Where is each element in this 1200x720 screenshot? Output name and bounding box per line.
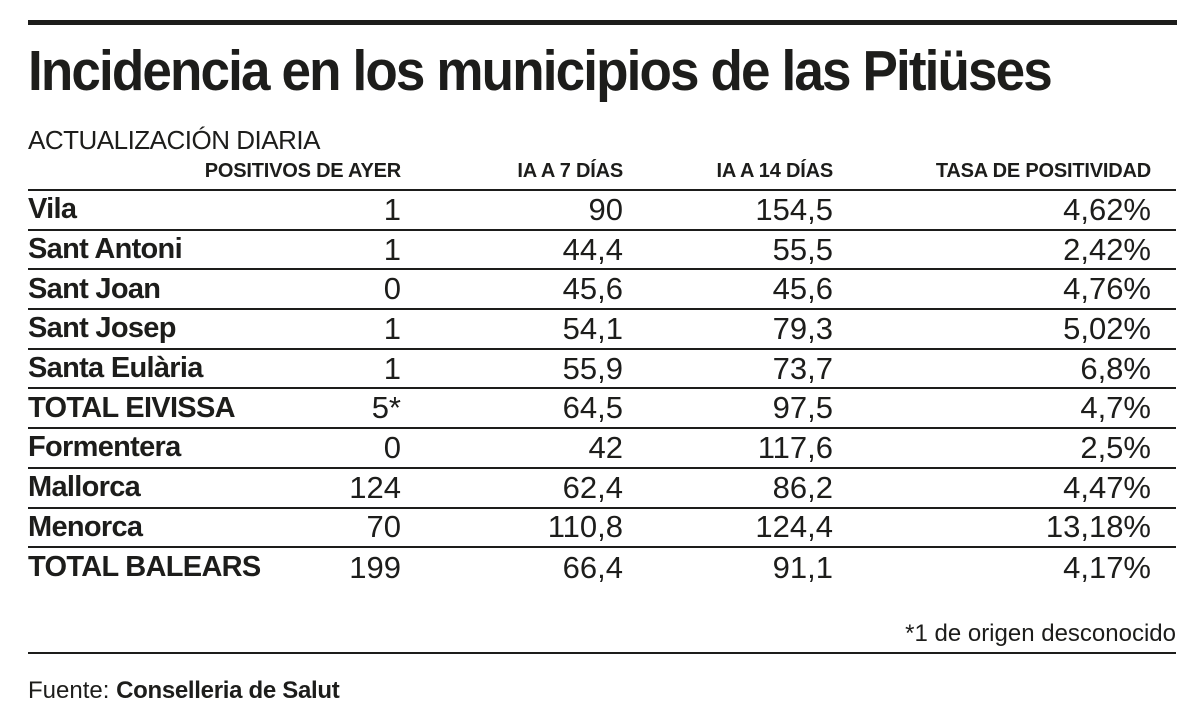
cell-col2: 44,4: [401, 229, 623, 271]
row-label: Santa Eulària: [28, 348, 203, 390]
cell-col4: 4,17%: [1063, 549, 1151, 585]
cell-col4: 2,42%: [833, 229, 1176, 271]
column-header-0: [28, 160, 178, 191]
cell-col1: 1: [178, 229, 401, 271]
cell-col3: 86,2: [623, 467, 833, 509]
incidence-table: POSITIVOS DE AYER IA A 7 DÍAS IA A 14 DÍAS…: [28, 160, 1176, 587]
table-row: Sant Antoni 1 44,4 55,5 2,42%: [28, 229, 1176, 271]
cell-col3: 97,5: [623, 388, 833, 430]
table-row-total: TOTAL EIVISSA 5* 64,5 97,5 4,7%: [28, 388, 1176, 430]
column-header-2: IA A 7 DÍAS: [401, 160, 623, 191]
cell-col4: 2,5%: [833, 428, 1176, 469]
cell-col1: 124: [178, 467, 401, 509]
table-header-row: POSITIVOS DE AYER IA A 7 DÍAS IA A 14 DÍAS…: [28, 160, 1176, 191]
page-subtitle: ACTUALIZACIÓN DIARIA: [28, 125, 320, 155]
row-label: Sant Antoni: [28, 229, 183, 271]
cell-col2: 110,8: [401, 507, 623, 549]
cell-col2: 66,4: [562, 549, 623, 585]
source-value: Conselleria de Salut: [116, 677, 340, 704]
page-title: Incidencia en los municipios de las Piti…: [28, 39, 1053, 103]
cell-col2: 90: [401, 190, 623, 231]
cell-col1: 0: [178, 269, 401, 311]
table-body: Vila 1 90 154,5 4,62% Sant Antoni 1 44,4 55,5 2,4…: [28, 190, 1176, 587]
row-label: Sant Josep: [28, 309, 178, 350]
bottom-divider: [28, 652, 1176, 654]
cell-col2: 54,1: [401, 309, 623, 350]
cell-col3: 124,4: [623, 507, 833, 549]
cell-col1: 0: [178, 428, 401, 469]
column-header-1: POSITIVOS DE AYER: [178, 160, 401, 191]
row-label: TOTAL BALEARS: [28, 551, 261, 584]
table-row: Formentera 0 42 117,6 2,5%: [28, 428, 1176, 469]
cell-col4: 4,62%: [833, 190, 1176, 231]
row-label: Vila: [28, 190, 178, 231]
table-row-total: TOTAL BALEARS 199 66,4 91,1 4,17%: [28, 547, 1176, 587]
cell-col4: 4,7%: [833, 388, 1176, 430]
cell-col2: 45,6: [401, 269, 623, 311]
table-row: Vila 1 90 154,5 4,62%: [28, 190, 1176, 231]
cell-col1: 70: [178, 507, 401, 549]
row-label: Formentera: [28, 428, 181, 469]
cell-col4: 4,47%: [833, 467, 1176, 509]
cell-col4: 5,02%: [833, 309, 1176, 350]
table-row: Menorca 70 110,8 124,4 13,18%: [28, 507, 1176, 549]
cell-col3: 154,5: [623, 190, 833, 231]
column-header-4: TASA DE POSITIVIDAD: [833, 160, 1176, 191]
column-header-3: IA A 14 DÍAS: [623, 160, 833, 191]
cell-col4: 13,18%: [833, 507, 1176, 549]
cell-col2: 64,5: [401, 388, 623, 430]
cell-col2: 55,9: [401, 348, 623, 390]
table-row: Mallorca 124 62,4 86,2 4,47%: [28, 467, 1176, 509]
cell-col1: 1: [178, 309, 401, 350]
row-label: Sant Joan: [28, 269, 178, 311]
cell-col3: 91,1: [772, 549, 833, 585]
table-header: POSITIVOS DE AYER IA A 7 DÍAS IA A 14 DÍAS…: [28, 160, 1176, 191]
row-label: TOTAL EIVISSA: [28, 388, 236, 430]
cell-col4: 4,76%: [833, 269, 1176, 311]
table-row: Sant Josep 1 54,1 79,3 5,02%: [28, 309, 1176, 350]
cell-col2: 42: [401, 428, 623, 469]
cell-col4: 6,8%: [833, 348, 1176, 390]
cell-col2: 62,4: [401, 467, 623, 509]
row-label: Mallorca: [28, 467, 178, 509]
cell-col3: 79,3: [623, 309, 833, 350]
top-accent-bar: [28, 20, 1177, 25]
cell-col3: 117,6: [623, 428, 833, 469]
cell-col1: 1: [178, 190, 401, 231]
cell-col3: 45,6: [623, 269, 833, 311]
cell-col1: 5*: [178, 388, 401, 430]
cell-col3: 73,7: [623, 348, 833, 390]
cell-col1: 1: [178, 348, 401, 390]
row-label: Menorca: [28, 507, 178, 549]
cell-col3: 55,5: [623, 229, 833, 271]
table-row: Santa Eulària 1 55,9 73,7 6,8%: [28, 348, 1176, 390]
source-line: Fuente: Conselleria de Salut: [28, 677, 340, 705]
table-row: Sant Joan 0 45,6 45,6 4,76%: [28, 269, 1176, 311]
footnote: *1 de origen desconocido: [905, 620, 1176, 647]
cell-col1: 199: [349, 549, 401, 585]
source-label: Fuente:: [28, 677, 110, 704]
